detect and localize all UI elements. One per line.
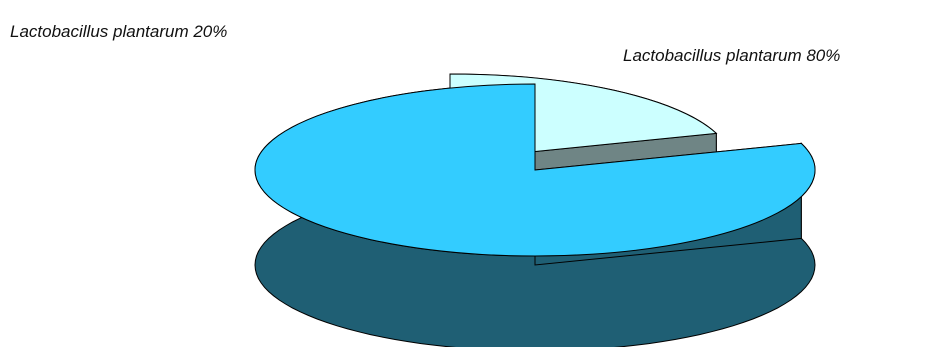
slice-top-1: [254, 83, 816, 257]
pie-tops: [254, 73, 816, 257]
slice-label-small: Lactobacillus plantarum 20%: [10, 22, 227, 41]
slice-label-large: Lactobacillus plantarum 80%: [623, 46, 840, 65]
